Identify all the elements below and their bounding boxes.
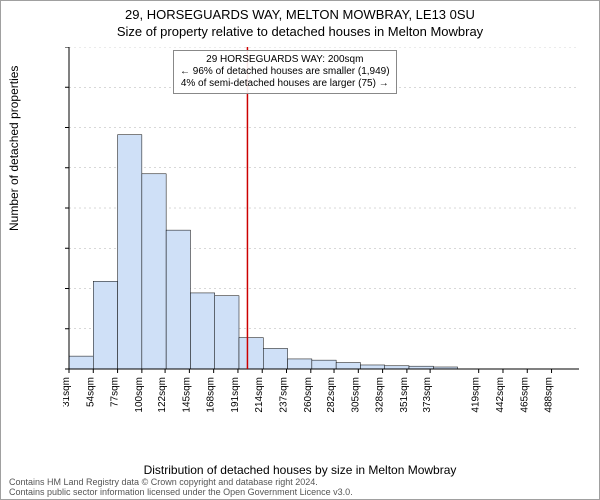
- chart-title-main: 29, HORSEGUARDS WAY, MELTON MOWBRAY, LE1…: [1, 7, 599, 22]
- svg-text:373sqm: 373sqm: [422, 377, 433, 413]
- footer-attribution: Contains HM Land Registry data © Crown c…: [9, 478, 353, 497]
- svg-text:328sqm: 328sqm: [375, 377, 386, 413]
- plot-area: 010020030040050060070080031sqm54sqm77sqm…: [63, 47, 583, 417]
- svg-text:419sqm: 419sqm: [471, 377, 482, 413]
- chart-title-sub: Size of property relative to detached ho…: [1, 24, 599, 39]
- svg-text:31sqm: 31sqm: [63, 377, 72, 407]
- svg-text:260sqm: 260sqm: [303, 377, 314, 413]
- svg-text:145sqm: 145sqm: [181, 377, 192, 413]
- svg-text:122sqm: 122sqm: [157, 377, 168, 413]
- annotation-line3: 4% of semi-detached houses are larger (7…: [180, 78, 390, 90]
- svg-text:282sqm: 282sqm: [326, 377, 337, 413]
- svg-text:191sqm: 191sqm: [230, 377, 241, 413]
- svg-text:168sqm: 168sqm: [206, 377, 217, 413]
- svg-text:214sqm: 214sqm: [254, 377, 265, 413]
- svg-text:237sqm: 237sqm: [279, 377, 290, 413]
- annotation-line1: 29 HORSEGUARDS WAY: 200sqm: [180, 54, 390, 66]
- annotation-box: 29 HORSEGUARDS WAY: 200sqm ← 96% of deta…: [173, 50, 397, 94]
- svg-text:465sqm: 465sqm: [519, 377, 530, 413]
- svg-text:54sqm: 54sqm: [85, 377, 96, 407]
- svg-text:77sqm: 77sqm: [110, 377, 121, 407]
- y-axis-label: Number of detached properties: [7, 66, 21, 231]
- chart-container: 29, HORSEGUARDS WAY, MELTON MOWBRAY, LE1…: [0, 0, 600, 500]
- histogram-svg: 010020030040050060070080031sqm54sqm77sqm…: [63, 47, 583, 417]
- svg-text:100sqm: 100sqm: [134, 377, 145, 413]
- svg-text:488sqm: 488sqm: [544, 377, 555, 413]
- svg-text:442sqm: 442sqm: [495, 377, 506, 413]
- annotation-line2: ← 96% of detached houses are smaller (1,…: [180, 66, 390, 78]
- x-axis-label: Distribution of detached houses by size …: [1, 463, 599, 477]
- footer-line2: Contains public sector information licen…: [9, 488, 353, 497]
- svg-text:351sqm: 351sqm: [399, 377, 410, 413]
- svg-text:305sqm: 305sqm: [350, 377, 361, 413]
